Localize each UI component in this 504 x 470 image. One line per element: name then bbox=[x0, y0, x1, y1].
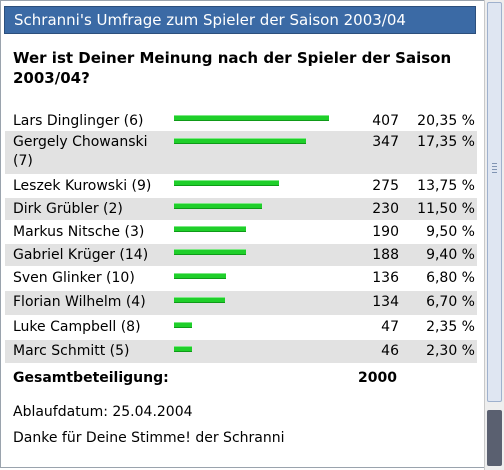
player-name: Gergely Chowanski (7) bbox=[13, 134, 148, 169]
vote-bar bbox=[174, 297, 225, 303]
vote-count: 347 bbox=[372, 134, 399, 150]
vote-bar bbox=[174, 203, 262, 209]
result-row: Dirk Grübler (2) 230 11,50 % bbox=[5, 198, 477, 220]
player-name: Marc Schmitt (5) bbox=[13, 343, 130, 359]
total-value: 2000 bbox=[358, 370, 397, 386]
player-name: Leszek Kurowski (9) bbox=[13, 178, 152, 194]
poll-panel: Schranni's Umfrage zum Spieler der Saiso… bbox=[0, 0, 484, 468]
expiry-date: Ablaufdatum: 25.04.2004 bbox=[13, 404, 193, 420]
thanks-message: Danke für Deine Stimme! der Schranni bbox=[13, 430, 285, 446]
result-row: Lars Dinglinger (6) 407 20,35 % bbox=[5, 110, 477, 131]
vote-count: 190 bbox=[372, 224, 399, 240]
result-row: Luke Campbell (8) 47 2,35 % bbox=[5, 316, 477, 339]
vote-bar bbox=[174, 138, 306, 144]
vote-percent: 6,80 % bbox=[426, 270, 475, 286]
player-name: Lars Dinglinger (6) bbox=[13, 113, 144, 129]
poll-question: Wer ist Deiner Meinung nach der Spieler … bbox=[13, 49, 452, 87]
vote-bar bbox=[174, 226, 246, 232]
vote-percent: 13,75 % bbox=[417, 178, 475, 194]
vote-percent: 20,35 % bbox=[417, 113, 475, 129]
vote-count: 407 bbox=[372, 113, 399, 129]
grip-line bbox=[492, 163, 497, 164]
grip-line bbox=[492, 169, 497, 170]
scrollbar-lower-track[interactable] bbox=[487, 410, 502, 466]
player-name: Markus Nitsche (3) bbox=[13, 224, 145, 240]
result-row: Gergely Chowanski (7) 347 17,35 % bbox=[5, 131, 477, 174]
vote-count: 46 bbox=[381, 343, 399, 359]
vote-percent: 9,40 % bbox=[426, 247, 475, 263]
vote-bar bbox=[174, 273, 226, 279]
vertical-scrollbar[interactable] bbox=[484, 0, 504, 470]
scrollbar-thumb[interactable] bbox=[487, 2, 502, 402]
vote-bar bbox=[174, 346, 192, 352]
player-name: Florian Wilhelm (4) bbox=[13, 294, 146, 310]
player-name: Dirk Grübler (2) bbox=[13, 201, 123, 217]
vote-count: 230 bbox=[372, 201, 399, 217]
player-name: Sven Glinker (10) bbox=[13, 270, 135, 286]
result-row: Gabriel Krüger (14) 188 9,40 % bbox=[5, 244, 477, 266]
result-row: Sven Glinker (10) 136 6,80 % bbox=[5, 267, 477, 290]
vote-percent: 2,30 % bbox=[426, 343, 475, 359]
vote-count: 47 bbox=[381, 319, 399, 335]
vote-percent: 2,35 % bbox=[426, 319, 475, 335]
vote-bar bbox=[174, 180, 279, 186]
vote-bar bbox=[174, 322, 192, 328]
vote-bar bbox=[174, 249, 246, 255]
grip-line bbox=[492, 166, 497, 167]
vote-percent: 6,70 % bbox=[426, 294, 475, 310]
total-label: Gesamtbeteiligung: bbox=[13, 370, 169, 386]
total-row: Gesamtbeteiligung: 2000 bbox=[13, 370, 397, 386]
player-name: Luke Campbell (8) bbox=[13, 319, 141, 335]
vote-count: 188 bbox=[372, 247, 399, 263]
vote-percent: 9,50 % bbox=[426, 224, 475, 240]
result-row: Florian Wilhelm (4) 134 6,70 % bbox=[5, 291, 477, 315]
vote-count: 134 bbox=[372, 294, 399, 310]
result-row: Marc Schmitt (5) 46 2,30 % bbox=[5, 340, 477, 363]
vote-count: 275 bbox=[372, 178, 399, 194]
grip-line bbox=[492, 172, 497, 173]
vote-bar bbox=[174, 115, 329, 121]
result-row: Leszek Kurowski (9) 275 13,75 % bbox=[5, 175, 477, 197]
player-name: Gabriel Krüger (14) bbox=[13, 247, 149, 263]
result-row: Markus Nitsche (3) 190 9,50 % bbox=[5, 221, 477, 243]
vote-percent: 11,50 % bbox=[417, 201, 475, 217]
vote-percent: 17,35 % bbox=[417, 134, 475, 150]
vote-count: 136 bbox=[372, 270, 399, 286]
poll-title: Schranni's Umfrage zum Spieler der Saiso… bbox=[4, 6, 476, 34]
